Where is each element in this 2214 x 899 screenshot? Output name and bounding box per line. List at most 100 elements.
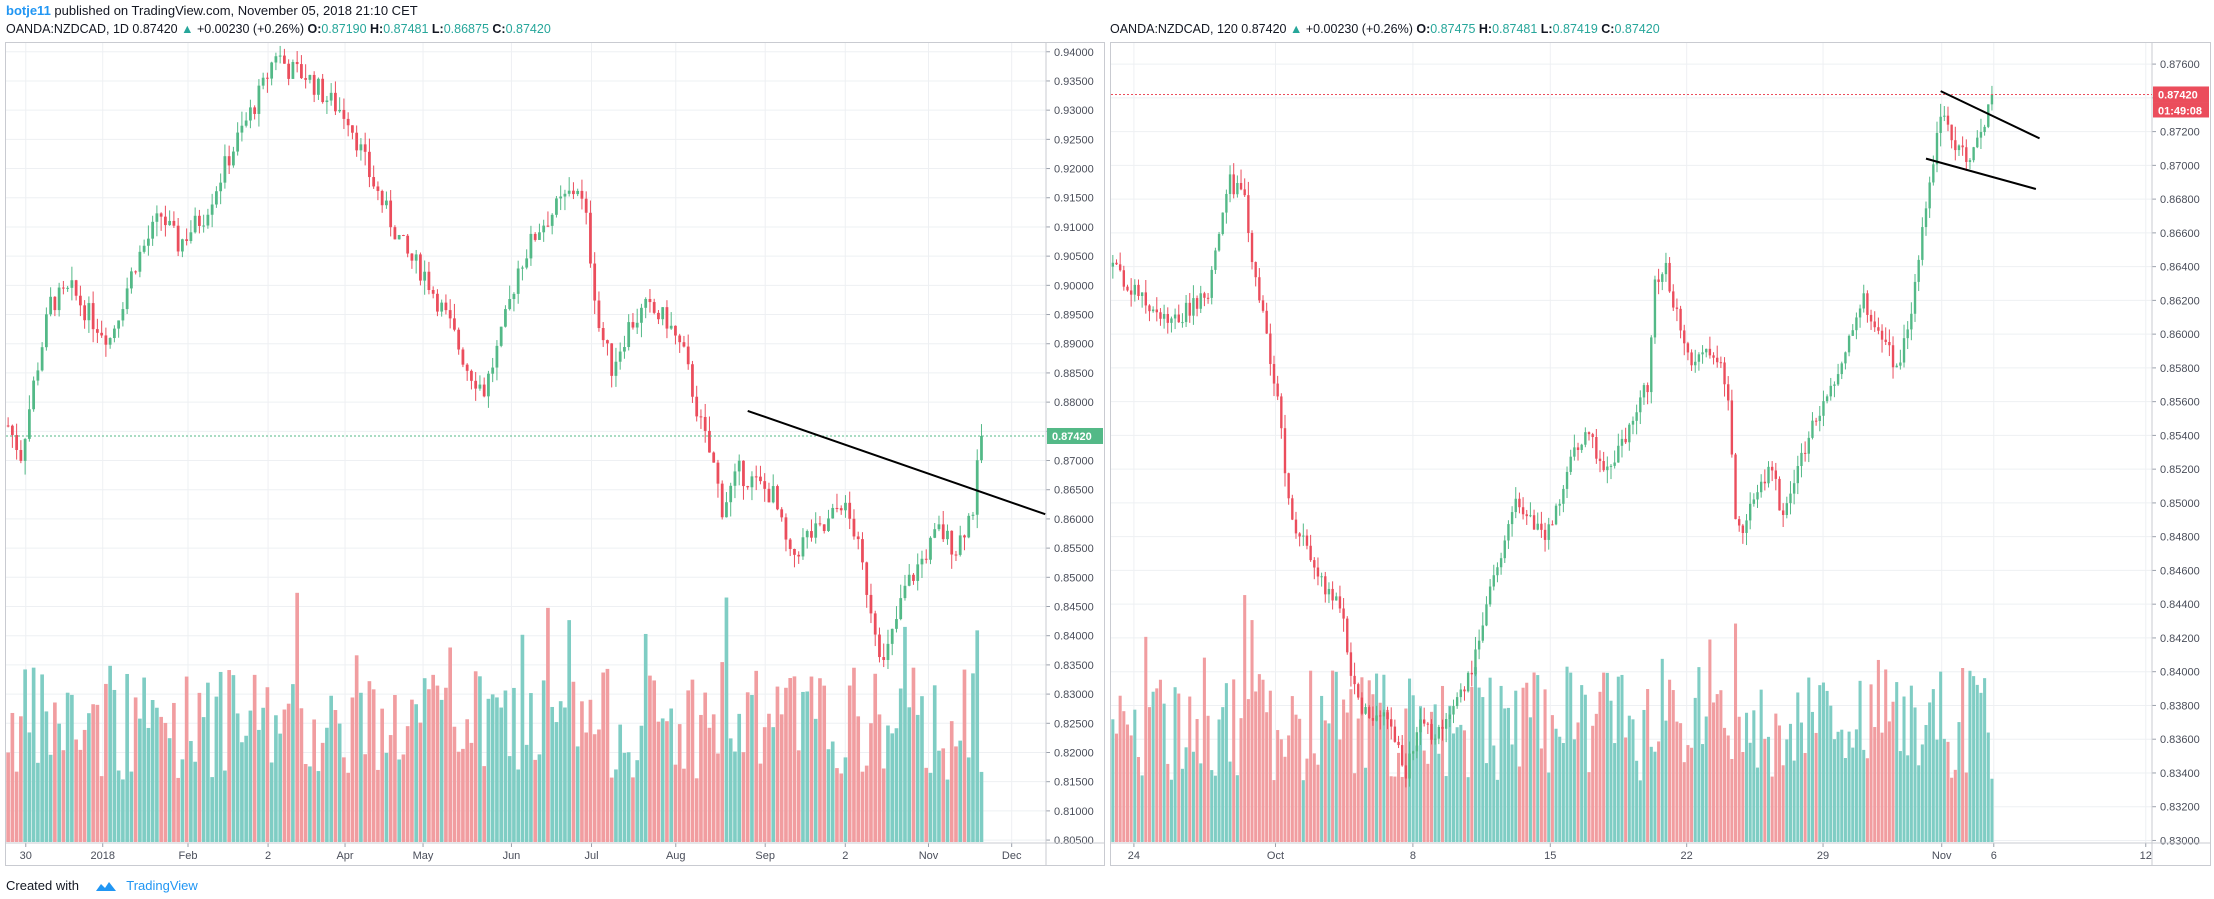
x-tick-label: May xyxy=(413,850,434,862)
volume-bar xyxy=(1737,716,1741,842)
left-candlestick-chart[interactable]: 0.94000 0.93500 0.93000 0.92500 0.92000 0.915… xyxy=(6,43,1104,865)
volume-bar xyxy=(1147,707,1151,842)
y-tick-label: 0.86000 xyxy=(1054,514,1094,526)
left-chart-pane[interactable]: 0.94000 0.93500 0.93000 0.92500 0.92000 0.915… xyxy=(5,42,1105,866)
volume-bar xyxy=(597,729,601,842)
candle xyxy=(920,558,924,565)
volume-bar xyxy=(1221,707,1225,842)
volume-bar xyxy=(1473,667,1477,842)
candle xyxy=(1752,499,1756,504)
volume-bar xyxy=(1312,753,1316,842)
volume-bar xyxy=(1763,738,1767,842)
x-tick-label: 6 xyxy=(1991,850,1997,862)
volume-bar xyxy=(1635,760,1639,842)
candle xyxy=(1521,507,1525,515)
candle xyxy=(1217,234,1221,251)
candle xyxy=(1529,515,1532,517)
candle xyxy=(1320,576,1323,578)
candle xyxy=(427,271,431,290)
candle xyxy=(495,345,499,368)
volume-bar xyxy=(1378,702,1382,842)
trend-line[interactable] xyxy=(1940,90,2040,140)
volume-bar xyxy=(669,708,674,842)
candle xyxy=(644,298,648,308)
candle xyxy=(1346,618,1349,653)
candle xyxy=(1426,723,1430,725)
candle xyxy=(1236,182,1239,195)
candle xyxy=(856,536,860,540)
candle xyxy=(1800,452,1803,467)
volume-bar xyxy=(1301,780,1305,842)
candle xyxy=(1899,362,1902,366)
candle xyxy=(776,486,779,510)
candle xyxy=(1481,625,1484,641)
candle xyxy=(1946,115,1950,125)
candle xyxy=(703,416,707,431)
candle xyxy=(1302,535,1305,537)
volume-bar xyxy=(614,769,618,842)
y-tick-label: 0.82000 xyxy=(1054,747,1094,759)
volume-bar xyxy=(1547,772,1551,842)
volume-bar xyxy=(1961,668,1965,842)
volume-bar xyxy=(1580,685,1584,842)
volume-bar xyxy=(733,751,737,842)
volume-bar xyxy=(601,672,606,842)
candle xyxy=(215,191,218,205)
candle xyxy=(1672,291,1675,308)
candle xyxy=(929,537,932,560)
candle xyxy=(1474,649,1477,675)
right-chart-pane[interactable]: 0.876000.874000.872000.870000.868000.866… xyxy=(1110,42,2211,866)
author-link[interactable]: botje11 xyxy=(6,3,51,18)
candle xyxy=(1316,567,1320,577)
volume-bar xyxy=(31,667,36,842)
volume-bar xyxy=(1180,768,1184,842)
candle xyxy=(678,335,682,343)
volume-bar xyxy=(1616,676,1620,842)
candle xyxy=(1617,445,1620,463)
candle xyxy=(682,342,686,347)
tradingview-link[interactable]: TradingView xyxy=(126,878,198,893)
volume-bar xyxy=(1931,689,1935,842)
candle xyxy=(1862,293,1865,309)
volume-bar xyxy=(932,685,937,842)
volume-bar xyxy=(172,702,176,842)
right-open: 0.87475 xyxy=(1430,22,1476,36)
volume-bar xyxy=(1909,685,1913,842)
left-low-label: L: xyxy=(431,22,444,36)
right-candlestick-chart[interactable]: 0.876000.874000.872000.870000.868000.866… xyxy=(1111,43,2210,865)
candle xyxy=(257,85,261,114)
candle xyxy=(419,254,422,281)
candle xyxy=(1679,308,1682,331)
volume-bar xyxy=(1393,776,1397,842)
y-tick-label: 0.81500 xyxy=(1054,777,1094,789)
volume-bar xyxy=(711,714,716,842)
volume-bar xyxy=(707,727,712,842)
volume-bar xyxy=(1268,690,1272,842)
candle xyxy=(635,322,639,328)
candle xyxy=(1181,322,1184,324)
trend-line[interactable] xyxy=(1925,157,2037,190)
candle xyxy=(1155,309,1158,313)
volume-bar xyxy=(563,707,567,842)
candle xyxy=(142,245,146,252)
volume-bar xyxy=(1129,735,1133,842)
volume-bar xyxy=(6,752,10,842)
candle xyxy=(317,78,320,95)
candle xyxy=(1518,498,1521,508)
candle xyxy=(355,132,359,151)
candle xyxy=(1855,317,1858,331)
volume-bar xyxy=(1759,689,1763,842)
candle xyxy=(1133,284,1136,295)
candle xyxy=(151,221,155,239)
candle xyxy=(1620,438,1624,446)
volume-bar xyxy=(295,592,299,842)
volume-bar xyxy=(894,728,899,842)
volume-bar xyxy=(839,773,844,842)
trend-line[interactable] xyxy=(747,409,1046,516)
countdown-badge xyxy=(2153,102,2209,118)
candle xyxy=(958,535,962,555)
candle xyxy=(1573,447,1576,457)
volume-bar xyxy=(1671,690,1675,842)
volume-bar xyxy=(235,713,240,842)
candle xyxy=(686,346,690,365)
